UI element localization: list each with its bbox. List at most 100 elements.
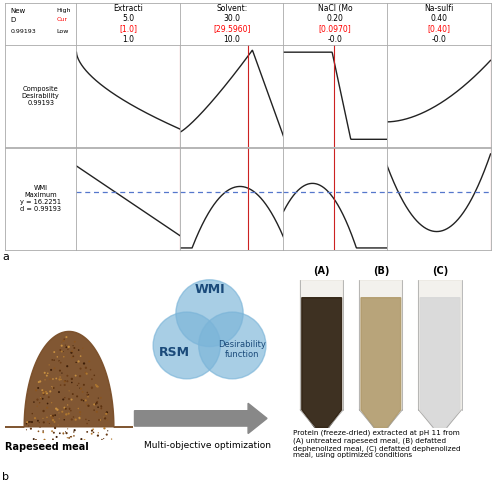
Point <box>90 428 98 436</box>
Text: NaCl (Mo: NaCl (Mo <box>318 4 352 13</box>
Point <box>88 375 96 383</box>
Text: [29.5960]: [29.5960] <box>213 24 250 33</box>
Point <box>80 381 88 389</box>
Point <box>82 364 90 372</box>
Point <box>56 430 64 438</box>
Point <box>61 381 69 389</box>
Circle shape <box>199 312 266 379</box>
Point <box>60 414 68 422</box>
Point <box>44 418 52 426</box>
FancyArrow shape <box>135 404 267 434</box>
Text: Desirability
function: Desirability function <box>218 340 266 359</box>
Text: Multi-objective optimization: Multi-objective optimization <box>143 441 271 450</box>
Point <box>37 394 45 402</box>
Text: -0.0: -0.0 <box>328 35 343 44</box>
Point <box>50 356 58 364</box>
Text: 0.40: 0.40 <box>430 14 447 24</box>
Point <box>77 435 85 443</box>
Point <box>39 414 47 422</box>
Polygon shape <box>302 298 342 428</box>
Point <box>23 418 31 426</box>
Point <box>73 382 81 390</box>
Point <box>58 369 66 377</box>
Point <box>49 412 57 420</box>
Point <box>66 404 73 412</box>
Point <box>103 430 111 438</box>
Point <box>65 387 73 395</box>
Point <box>85 390 93 398</box>
Point <box>88 430 96 438</box>
Point <box>40 418 48 426</box>
Point <box>55 409 63 417</box>
Text: (B): (B) <box>373 266 389 276</box>
Point <box>72 358 80 366</box>
Point <box>62 428 70 436</box>
Point <box>68 354 76 362</box>
Point <box>34 416 42 424</box>
Point <box>77 384 85 392</box>
Point <box>48 382 56 390</box>
Point <box>83 420 91 428</box>
Point <box>61 378 69 386</box>
Point <box>57 358 65 366</box>
Point <box>32 386 40 394</box>
Point <box>75 380 83 388</box>
Text: b: b <box>2 472 9 482</box>
Text: [1.0]: [1.0] <box>119 24 137 33</box>
Point <box>80 436 88 444</box>
Point <box>94 432 102 440</box>
Point <box>40 388 48 396</box>
Polygon shape <box>419 280 461 428</box>
Point <box>83 428 91 436</box>
Point <box>71 338 79 346</box>
Point <box>70 413 77 421</box>
Point <box>35 378 43 386</box>
Point <box>56 376 64 384</box>
Point <box>63 343 70 351</box>
Point <box>48 427 56 435</box>
Point <box>48 414 56 422</box>
Point <box>59 429 67 437</box>
Point <box>36 423 44 431</box>
Point <box>68 348 75 356</box>
Point <box>63 362 71 370</box>
Point <box>49 375 57 383</box>
Point <box>39 427 47 435</box>
Point <box>70 428 78 436</box>
Point <box>74 404 82 412</box>
Point <box>28 410 36 418</box>
Point <box>64 434 71 442</box>
Text: High: High <box>56 8 71 12</box>
Point <box>56 346 64 354</box>
Point <box>83 391 91 399</box>
Point <box>39 428 47 436</box>
Point <box>76 372 84 380</box>
Point <box>47 366 55 374</box>
Point <box>51 411 59 419</box>
Point <box>75 414 83 422</box>
Point <box>57 381 65 389</box>
Point <box>87 366 95 374</box>
Point <box>32 436 40 444</box>
Point <box>65 410 72 418</box>
Point <box>89 426 97 434</box>
Point <box>82 368 90 376</box>
Text: Na-sulfi: Na-sulfi <box>424 4 454 13</box>
Point <box>67 406 75 414</box>
Point <box>53 433 61 441</box>
Point <box>80 360 88 368</box>
Point <box>39 394 47 402</box>
Point <box>77 352 85 360</box>
Text: 30.0: 30.0 <box>223 14 240 24</box>
Text: 0.20: 0.20 <box>327 14 344 24</box>
Point <box>68 396 75 404</box>
Point <box>90 400 98 408</box>
Point <box>64 401 71 409</box>
Text: 1.0: 1.0 <box>122 35 134 44</box>
Point <box>51 424 59 432</box>
Point <box>31 414 39 422</box>
Text: (C): (C) <box>432 266 448 276</box>
Point <box>30 398 38 406</box>
Point <box>83 370 91 378</box>
Point <box>79 396 87 404</box>
